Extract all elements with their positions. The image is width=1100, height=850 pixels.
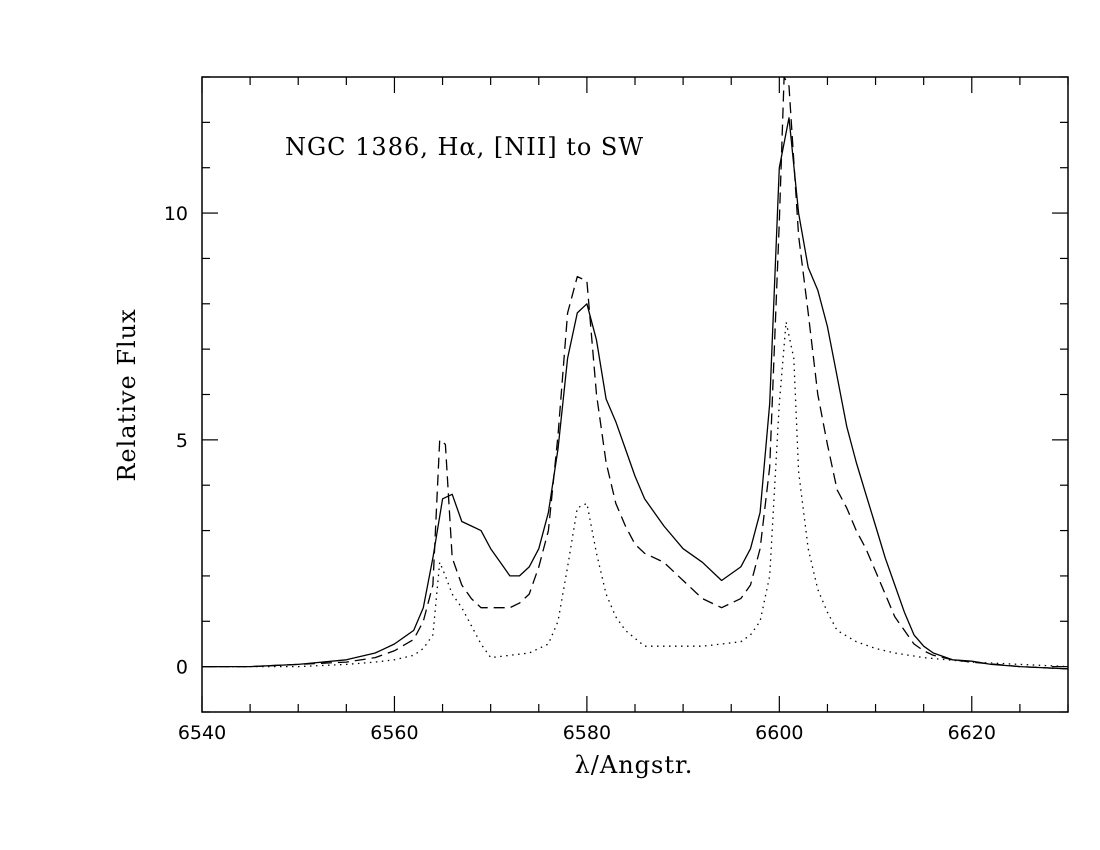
x-axis-label: λ/Angstr. — [575, 751, 694, 779]
x-tick-label: 6560 — [370, 722, 418, 744]
y-tick-label: 0 — [176, 657, 188, 679]
series-line-dashed — [202, 77, 1068, 670]
x-tick-label: 6540 — [178, 722, 226, 744]
x-tick-label: 6600 — [755, 722, 803, 744]
axis-ticks — [201, 76, 1069, 713]
y-tick-label: 5 — [176, 430, 188, 452]
x-tick-label: 6580 — [563, 722, 611, 744]
chart-title: NGC 1386, Hα, [NII] to SW — [285, 133, 644, 161]
tick-labels: 6540 6560 6580 6600 6620 0 5 10 — [164, 203, 996, 744]
series-lines — [202, 77, 1068, 670]
series-line-dotted — [202, 321, 1068, 668]
plot-frame — [201, 76, 1069, 713]
y-tick-label: 10 — [164, 203, 188, 225]
series-line-solid — [202, 117, 1068, 670]
y-axis-label: Relative Flux — [113, 308, 141, 481]
x-tick-label: 6620 — [948, 722, 996, 744]
